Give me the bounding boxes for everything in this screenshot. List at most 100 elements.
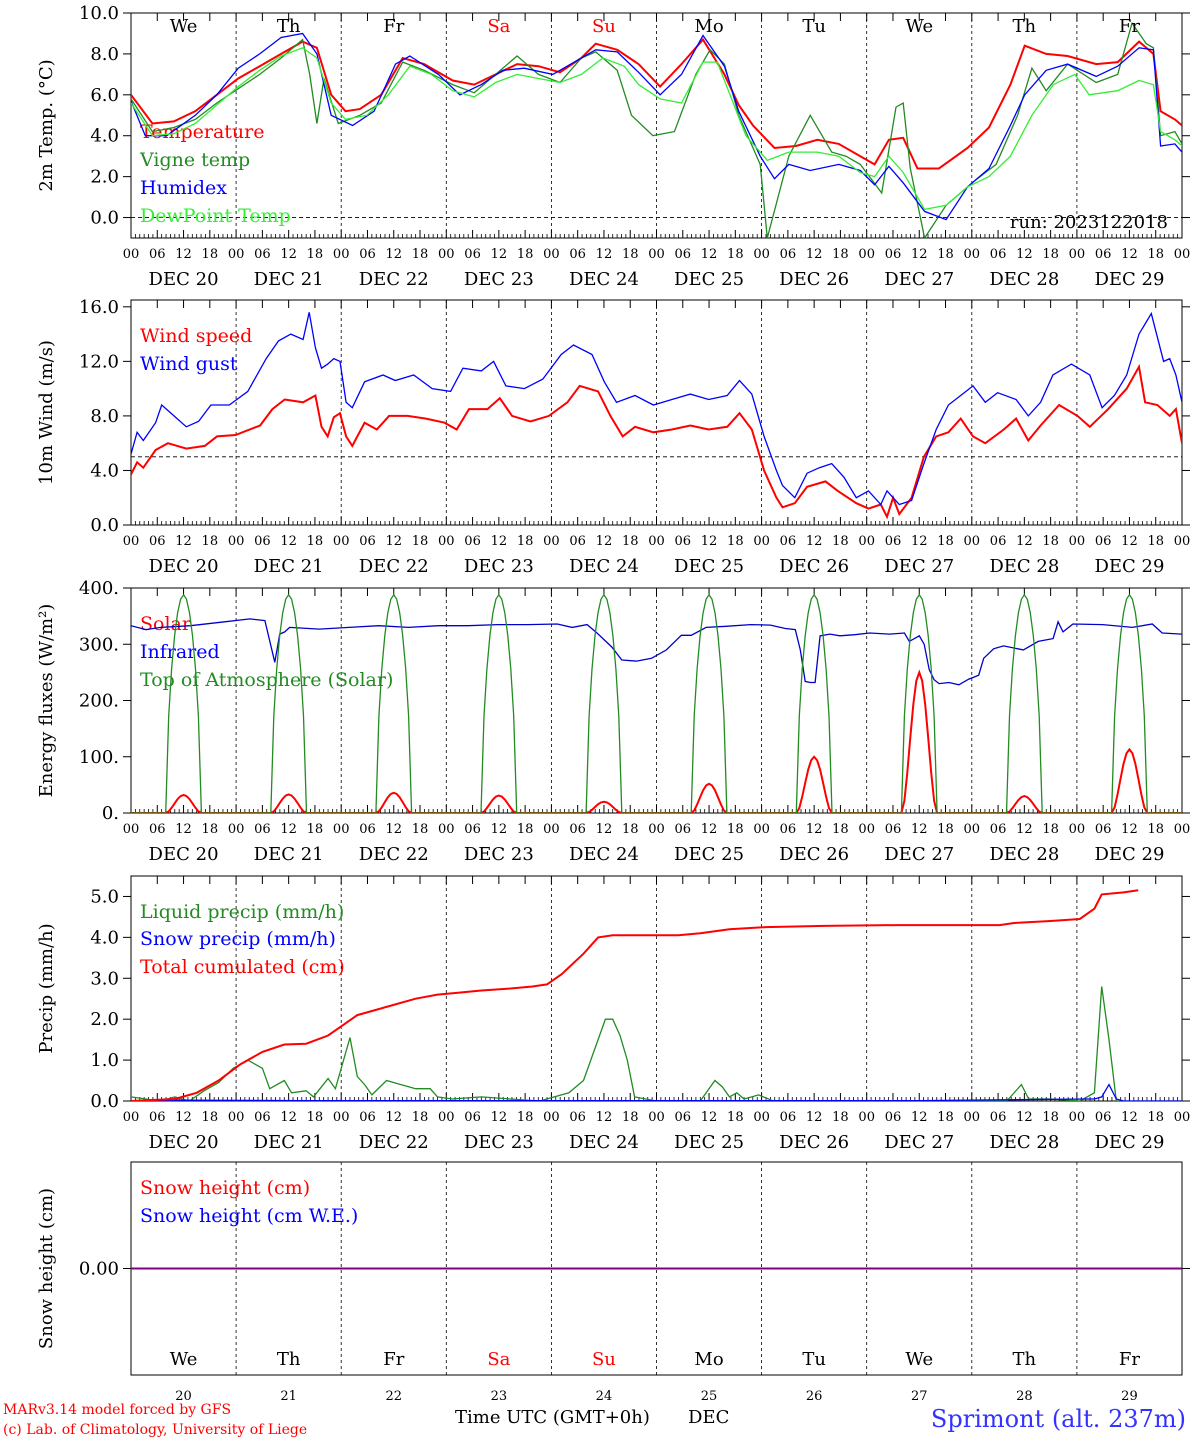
hour-tick-label: 00 xyxy=(438,1110,455,1125)
hour-tick-label: 12 xyxy=(385,1110,402,1125)
hour-tick-label: 06 xyxy=(464,1110,481,1125)
hour-tick-label: 06 xyxy=(1095,247,1112,262)
day-abbr-label: Th xyxy=(1013,1349,1037,1370)
legend-entry: Total cumulated (cm) xyxy=(140,956,345,978)
day-abbr-label: Fr xyxy=(383,1349,404,1370)
credit-line-2: (c) Lab. of Climatology, University of L… xyxy=(3,1422,307,1438)
hour-tick-label: 18 xyxy=(1147,534,1164,549)
hour-tick-label: 06 xyxy=(569,1110,586,1125)
panel-1: 00 06 12 18 DEC 20 00 06 12 18 DEC 21 00 06 12 18 DEC … xyxy=(36,3,1190,290)
hour-tick-label: 12 xyxy=(1016,247,1033,262)
y-axis-label: Snow height (cm) xyxy=(36,1188,57,1349)
hour-tick-label: 12 xyxy=(1121,534,1138,549)
y-tick-label: 0.0 xyxy=(90,515,119,536)
hour-tick-label: 00 xyxy=(964,534,981,549)
hour-tick-label: 12 xyxy=(806,247,823,262)
hour-tick-label: 12 xyxy=(911,534,928,549)
day-date-label: DEC 29 xyxy=(1094,556,1164,577)
hour-tick-label: 12 xyxy=(1121,822,1138,837)
day-date-label: DEC 22 xyxy=(359,556,429,577)
day-date-label: DEC 20 xyxy=(149,269,219,290)
hour-tick-label: 06 xyxy=(359,534,376,549)
plot-frame xyxy=(130,299,1183,526)
day-abbr-top: We xyxy=(905,16,933,37)
day-date-label: DEC 25 xyxy=(674,844,744,865)
hour-tick-label: 12 xyxy=(596,247,613,262)
hour-tick-label: 00 xyxy=(648,534,665,549)
hour-tick-label: 00 xyxy=(1069,534,1086,549)
y-axis-label: 2m Temp. (°C) xyxy=(36,59,57,191)
day-number-label: 20 xyxy=(175,1389,192,1404)
day-date-label: DEC 24 xyxy=(569,556,639,577)
hour-tick-label: 12 xyxy=(701,822,718,837)
hour-tick-label: 00 xyxy=(438,247,455,262)
hour-tick-label: 00 xyxy=(753,1110,770,1125)
day-date-label: DEC 28 xyxy=(989,844,1059,865)
y-tick-label: 3.0 xyxy=(90,968,119,989)
hour-tick-label: 06 xyxy=(990,534,1007,549)
hour-tick-label: 00 xyxy=(1174,1110,1191,1125)
legend-entry: Wind gust xyxy=(140,353,238,375)
hour-tick-label: 00 xyxy=(333,1110,350,1125)
day-date-label: DEC 29 xyxy=(1094,1132,1164,1153)
hour-tick-label: 18 xyxy=(937,247,954,262)
y-tick-label: 0.0 xyxy=(90,208,119,229)
hour-tick-label: 06 xyxy=(149,247,166,262)
series-line-wind-gust xyxy=(131,311,1182,506)
hour-tick-label: 00 xyxy=(228,534,245,549)
day-abbr-top: Mo xyxy=(694,16,723,37)
panel-2: 00 06 12 18 DEC 20 00 06 12 18 DEC 21 00 06 12 18 DEC … xyxy=(36,297,1190,577)
day-date-label: DEC 27 xyxy=(884,556,954,577)
hour-tick-label: 12 xyxy=(596,534,613,549)
day-date-label: DEC 28 xyxy=(989,1132,1059,1153)
day-date-label: DEC 29 xyxy=(1094,844,1164,865)
series-line-humidex xyxy=(131,32,1182,221)
day-date-label: DEC 27 xyxy=(884,1132,954,1153)
day-number-label: 22 xyxy=(385,1389,402,1404)
hour-tick-label: 00 xyxy=(858,534,875,549)
day-date-label: DEC 21 xyxy=(254,269,324,290)
day-abbr-top: Th xyxy=(1013,16,1037,37)
hour-tick-label: 18 xyxy=(307,822,324,837)
hour-tick-label: 06 xyxy=(780,1110,797,1125)
day-date-label: DEC 20 xyxy=(149,844,219,865)
hour-tick-label: 06 xyxy=(569,247,586,262)
day-date-label: DEC 27 xyxy=(884,844,954,865)
hour-tick-label: 12 xyxy=(911,822,928,837)
day-number-label: 25 xyxy=(701,1389,718,1404)
hour-tick-label: 12 xyxy=(385,822,402,837)
hour-tick-label: 06 xyxy=(464,247,481,262)
y-axis-label: Energy fluxes (W/m²) xyxy=(36,604,57,798)
day-abbr-top: Tu xyxy=(802,16,826,37)
hour-tick-label: 06 xyxy=(675,822,692,837)
hour-tick-label: 00 xyxy=(858,1110,875,1125)
series-line-snow-precip-mm-h xyxy=(131,1083,1182,1101)
hour-tick-label: 06 xyxy=(1095,822,1112,837)
hour-tick-label: 18 xyxy=(202,822,219,837)
legend-entry: Snow precip (mm/h) xyxy=(140,928,336,950)
hour-tick-label: 12 xyxy=(806,1110,823,1125)
hour-tick-label: 06 xyxy=(359,1110,376,1125)
hour-tick-label: 12 xyxy=(280,822,297,837)
day-date-label: DEC 24 xyxy=(569,844,639,865)
hour-tick-label: 06 xyxy=(990,247,1007,262)
hour-tick-label: 12 xyxy=(1016,822,1033,837)
y-tick-label: 4.0 xyxy=(90,927,119,948)
day-abbr-label: Fr xyxy=(1119,1349,1140,1370)
series-line-top-of-atmosphere-solar xyxy=(131,593,1182,813)
legend-entry: Humidex xyxy=(140,177,227,199)
hour-tick-label: 12 xyxy=(491,822,508,837)
hour-tick-label: 18 xyxy=(832,1110,849,1125)
hour-tick-label: 06 xyxy=(254,534,271,549)
hour-tick-label: 18 xyxy=(937,1110,954,1125)
day-date-label: DEC 27 xyxy=(884,269,954,290)
day-date-label: DEC 25 xyxy=(674,269,744,290)
hour-tick-label: 18 xyxy=(517,1110,534,1125)
y-tick-label: 2.0 xyxy=(90,167,119,188)
day-date-label: DEC 23 xyxy=(464,1132,534,1153)
day-date-label: DEC 26 xyxy=(779,556,849,577)
hour-tick-label: 06 xyxy=(675,247,692,262)
series-line-infrared xyxy=(131,618,1182,686)
day-number-label: 29 xyxy=(1121,1389,1138,1404)
day-number-label: 24 xyxy=(596,1389,613,1404)
